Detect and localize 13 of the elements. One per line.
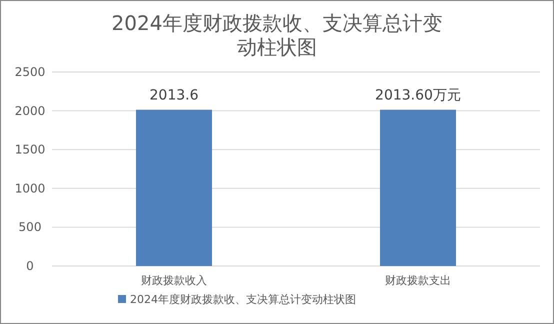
ytick: 2000 — [14, 104, 46, 118]
legend: 2024年度财政拨款收、支决算总计变动柱状图 — [130, 293, 356, 306]
xtick: 财政拨款收入 — [141, 274, 207, 287]
ytick: 1500 — [14, 142, 46, 157]
ytick: 0 — [26, 259, 34, 273]
title: 动柱状图 — [237, 35, 317, 59]
xtick: 财政拨款支出 — [385, 274, 451, 287]
title: 2024年度财政拨款收、支决算总计变 — [112, 11, 442, 35]
ytick: 2500 — [14, 65, 46, 79]
value-label: 2013.6 — [150, 88, 198, 104]
ytick: 500 — [18, 220, 42, 234]
value-label: 2013.60万元 — [375, 88, 461, 104]
ytick: 1000 — [14, 181, 46, 196]
